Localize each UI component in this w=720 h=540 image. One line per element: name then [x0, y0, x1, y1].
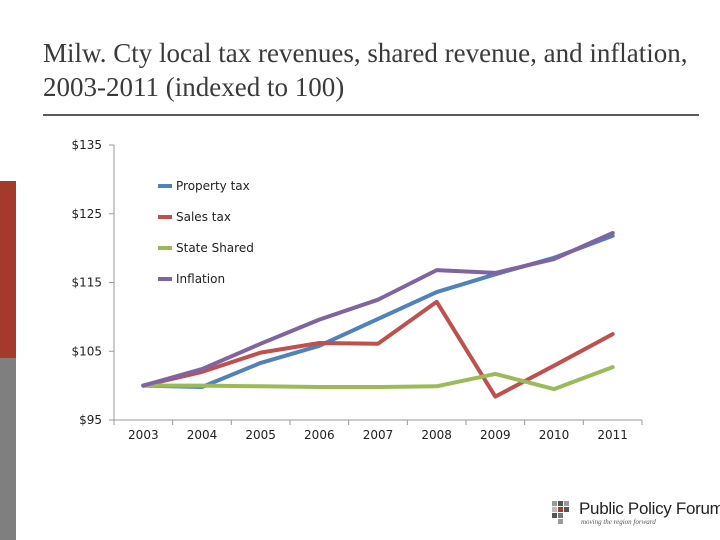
x-tick-label: 2008: [421, 428, 452, 442]
x-tick-label: 2003: [128, 428, 159, 442]
legend-label-inflation: Inflation: [176, 272, 225, 286]
y-tick-label: $135: [71, 138, 102, 152]
x-tick-label: 2007: [363, 428, 394, 442]
x-tick-label: 2010: [539, 428, 570, 442]
x-tick-label: 2011: [597, 428, 628, 442]
accent-bar-gray: [0, 358, 16, 540]
y-tick-label: $125: [71, 207, 102, 221]
logo: Public Policy Forum moving the region fo…: [545, 497, 720, 529]
series-line-sales-tax: [141, 299, 615, 399]
y-tick-label: $105: [71, 344, 102, 358]
y-tick-label: $95: [79, 413, 102, 427]
legend-label-sales-tax: Sales tax: [176, 210, 231, 224]
series-line-inflation: [141, 231, 615, 388]
series-line-state-shared: [141, 365, 615, 392]
title-divider: [43, 114, 699, 116]
legend-label-state-shared: State Shared: [176, 241, 254, 255]
x-tick-label: 2009: [480, 428, 511, 442]
legend-label-property-tax: Property tax: [176, 179, 250, 193]
x-tick-label: 2004: [187, 428, 218, 442]
x-tick-label: 2006: [304, 428, 335, 442]
public-policy-forum-logo-icon: [552, 501, 569, 524]
logo-tagline: moving the region forward: [581, 518, 656, 526]
y-tick-label: $115: [71, 276, 102, 290]
accent-bar-red: [0, 181, 16, 358]
logo-name: Public Policy Forum: [579, 499, 720, 518]
x-tick-label: 2005: [245, 428, 276, 442]
slide-title: Milw. Cty local tax revenues, shared rev…: [43, 38, 688, 102]
